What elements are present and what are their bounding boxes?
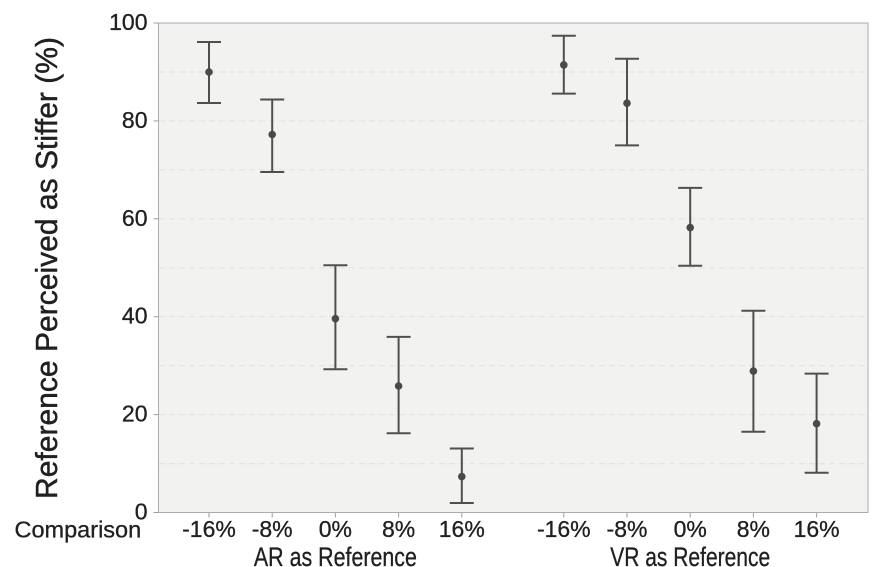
svg-text:40: 40 bbox=[122, 303, 148, 329]
svg-text:-8%: -8% bbox=[607, 516, 648, 542]
svg-text:0: 0 bbox=[135, 499, 148, 525]
svg-text:80: 80 bbox=[122, 107, 148, 133]
svg-text:AR as Reference: AR as Reference bbox=[254, 542, 417, 567]
svg-text:20: 20 bbox=[122, 401, 148, 427]
svg-text:-8%: -8% bbox=[252, 516, 293, 542]
svg-text:0%: 0% bbox=[319, 516, 352, 542]
svg-text:8%: 8% bbox=[382, 516, 415, 542]
svg-text:-16%: -16% bbox=[537, 516, 591, 542]
svg-text:Reference Perceived as Stiffer: Reference Perceived as Stiffer (%) bbox=[29, 37, 64, 499]
svg-text:0%: 0% bbox=[674, 516, 707, 542]
svg-text:VR as Reference: VR as Reference bbox=[610, 542, 770, 567]
svg-text:16%: 16% bbox=[794, 516, 840, 542]
svg-text:-16%: -16% bbox=[182, 516, 236, 542]
svg-text:Comparison: Comparison bbox=[15, 517, 142, 543]
svg-text:8%: 8% bbox=[737, 516, 770, 542]
svg-text:16%: 16% bbox=[439, 516, 485, 542]
svg-text:60: 60 bbox=[122, 205, 148, 231]
svg-text:100: 100 bbox=[109, 9, 147, 35]
